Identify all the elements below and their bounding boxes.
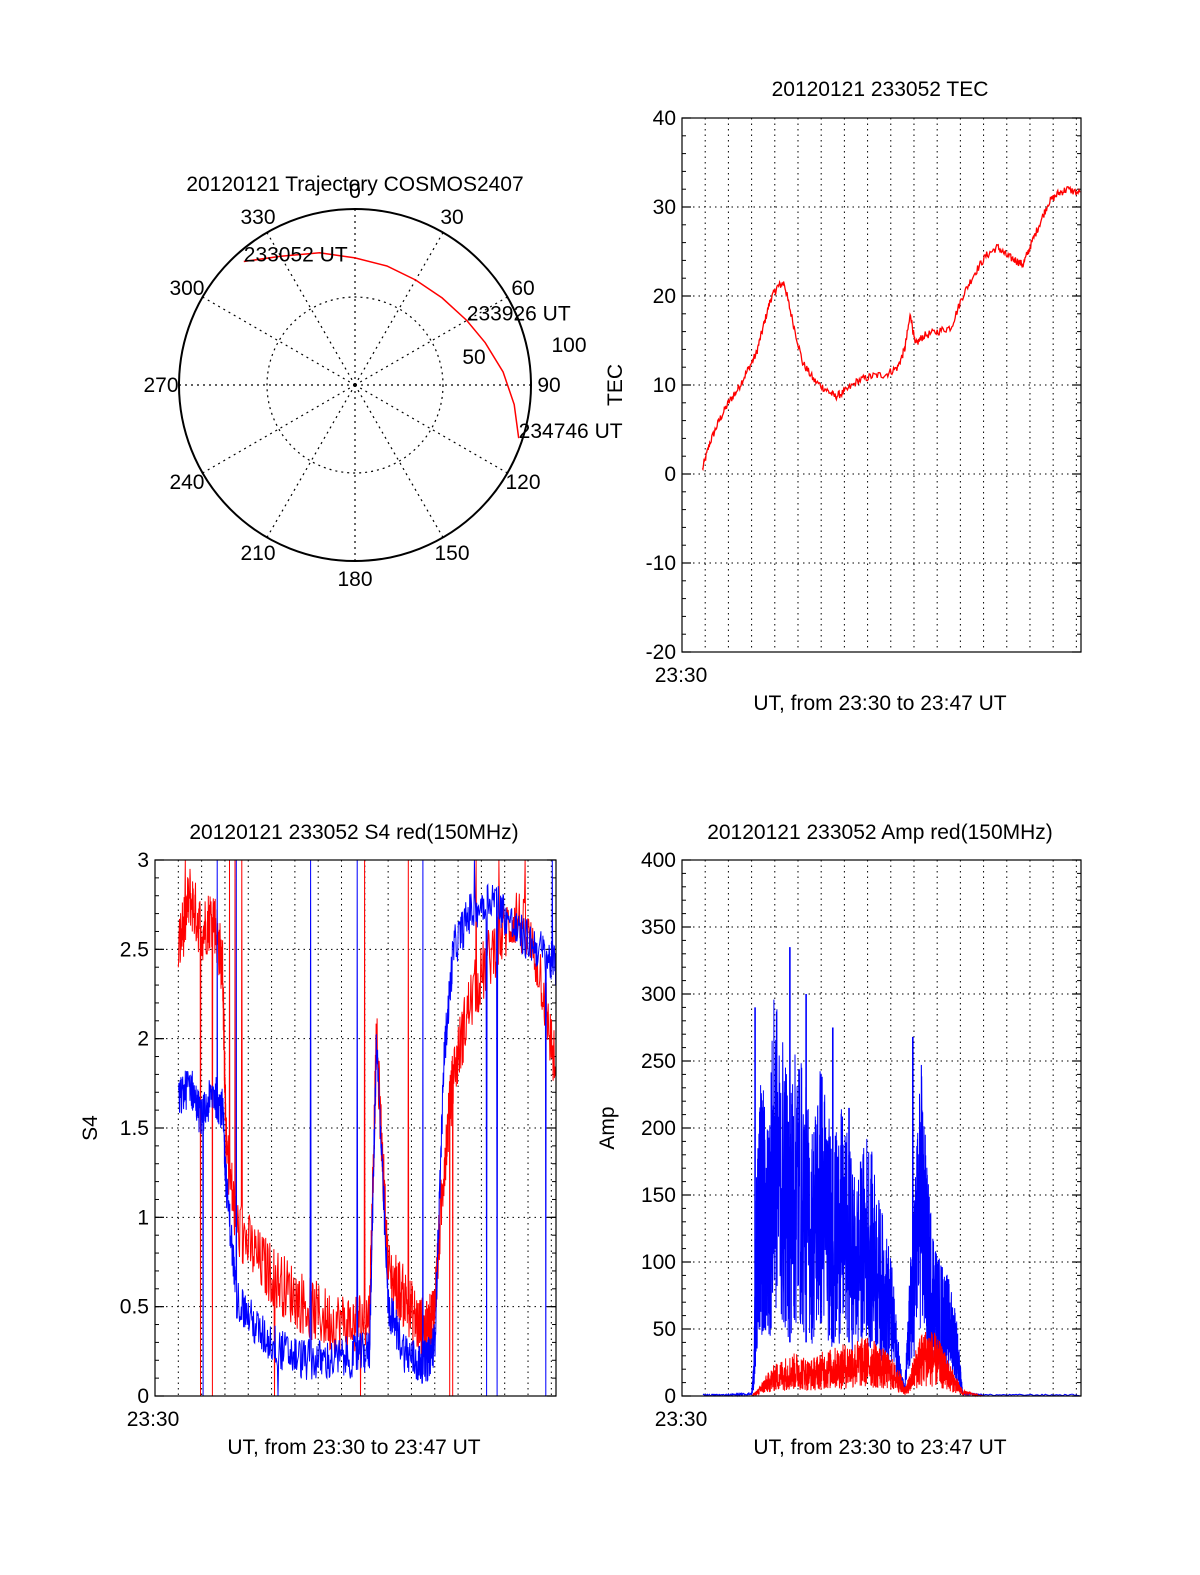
- y-tick-label: 0: [664, 1385, 676, 1408]
- y-tick-label: 0: [664, 463, 676, 486]
- tec-title: 20120121 233052 TEC: [772, 78, 989, 101]
- trajectory-panel: 20120121 Trajectory COSMOS2407 0 30 60 90 12…: [143, 173, 622, 591]
- trajectory-time-annotation: 233052 UT: [244, 243, 348, 266]
- s4-title: 20120121 233052 S4 red(150MHz): [189, 821, 518, 844]
- trajectory-azimuth-label: 0: [349, 180, 361, 203]
- y-tick-label: 20: [653, 285, 676, 308]
- s4-red-series-line: [177, 859, 557, 1397]
- trajectory-azimuth-label: 60: [511, 277, 534, 300]
- amp-xlabel: UT, from 23:30 to 23:47 UT: [753, 1436, 1006, 1459]
- y-tick-label: -20: [646, 641, 676, 664]
- y-tick-label: 0.5: [120, 1296, 149, 1319]
- y-tick-label: 30: [653, 196, 676, 219]
- y-tick-label: 0: [137, 1385, 149, 1408]
- y-tick-label: 200: [641, 1117, 676, 1140]
- tec-x-tick-label: 23:30: [655, 664, 708, 687]
- trajectory-time-annotation: 234746 UT: [519, 420, 623, 443]
- trajectory-time-annotation: 233926 UT: [467, 302, 571, 325]
- y-tick-label: 150: [641, 1184, 676, 1207]
- y-tick-label: 250: [641, 1050, 676, 1073]
- s4-frame: [154, 859, 557, 1397]
- trajectory-azimuth-label: 300: [169, 277, 204, 300]
- y-tick-label: 400: [641, 849, 676, 872]
- s4-x-tick-label: 23:30: [127, 1408, 180, 1431]
- y-tick-label: 50: [653, 1318, 676, 1341]
- y-tick-label: 40: [653, 107, 676, 130]
- y-tick-label: 10: [653, 374, 676, 397]
- amp-x-tick-label: 23:30: [655, 1408, 708, 1431]
- trajectory-annotations: 233052 UT 233926 UT 234746 UT: [244, 243, 623, 443]
- trajectory-azimuth-label: 240: [169, 471, 204, 494]
- tec-frame: [681, 117, 1082, 653]
- trajectory-spoke: [266, 384, 356, 538]
- trajectory-azimuth-label: 30: [440, 206, 463, 229]
- trajectory-azimuth-label: 180: [337, 568, 372, 591]
- trajectory-spoke: [354, 232, 444, 386]
- y-tick-label: 3: [137, 849, 149, 872]
- s4-panel: 20120121 233052 S4 red(150MHz) S4 UT, fr…: [79, 821, 557, 1459]
- trajectory-azimuth-label: 150: [434, 542, 469, 565]
- trajectory-azimuth-label: 210: [240, 542, 275, 565]
- y-tick-label: 350: [641, 916, 676, 939]
- s4-blue-series-line: [177, 859, 557, 1397]
- trajectory-ring-labels: 50 100: [462, 334, 586, 369]
- tec-ylabel: TEC: [604, 364, 627, 406]
- y-tick-label: -10: [646, 552, 676, 575]
- trajectory-ring-label: 100: [551, 334, 586, 357]
- s4-ylabel: S4: [79, 1115, 102, 1141]
- tec-xlabel: UT, from 23:30 to 23:47 UT: [753, 692, 1006, 715]
- tec-plot-area: -20 -10 0 10 20 30 40: [646, 107, 1082, 664]
- y-tick-label: 1: [137, 1206, 149, 1229]
- amp-red-series-line: [702, 1331, 1080, 1398]
- amp-frame: [681, 859, 1082, 1397]
- y-tick-label: 2: [137, 1028, 149, 1051]
- tec-series-line: [701, 185, 1081, 472]
- trajectory-spoke: [202, 296, 356, 386]
- amp-plot-area: 0 50 100 150 200 250 300 350 400: [641, 849, 1082, 1408]
- trajectory-azimuth-label: 120: [505, 471, 540, 494]
- trajectory-outer-ring: [178, 208, 532, 562]
- trajectory-grid: [179, 209, 531, 561]
- y-tick-label: 300: [641, 983, 676, 1006]
- s4-xlabel: UT, from 23:30 to 23:47 UT: [227, 1436, 480, 1459]
- trajectory-spoke: [354, 384, 508, 474]
- y-tick-label: 2.5: [120, 938, 149, 961]
- trajectory-azimuth-label: 270: [143, 374, 178, 397]
- tec-panel: 20120121 233052 TEC TEC UT, from 23:30 t…: [604, 78, 1082, 715]
- trajectory-azimuth-label: 90: [537, 374, 560, 397]
- amp-ylabel: Amp: [596, 1106, 619, 1149]
- y-tick-label: 1.5: [120, 1117, 149, 1140]
- trajectory-series: [243, 252, 520, 439]
- trajectory-path: [243, 252, 520, 439]
- y-tick-label: 100: [641, 1251, 676, 1274]
- amp-title: 20120121 233052 Amp red(150MHz): [707, 821, 1053, 844]
- trajectory-azimuth-label: 330: [240, 206, 275, 229]
- trajectory-inner-ring: [266, 296, 444, 474]
- trajectory-title: 20120121 Trajectory COSMOS2407: [186, 173, 523, 196]
- trajectory-ring-label: 50: [462, 346, 485, 369]
- s4-plot-area: 0 0.5 1 1.5 2 2.5 3: [120, 849, 557, 1408]
- trajectory-azimuth-labels: 0 30 60 90 120 150 180 210 240 270 300 330: [143, 180, 560, 591]
- amp-panel: 20120121 233052 Amp red(150MHz) Amp UT, …: [596, 821, 1082, 1459]
